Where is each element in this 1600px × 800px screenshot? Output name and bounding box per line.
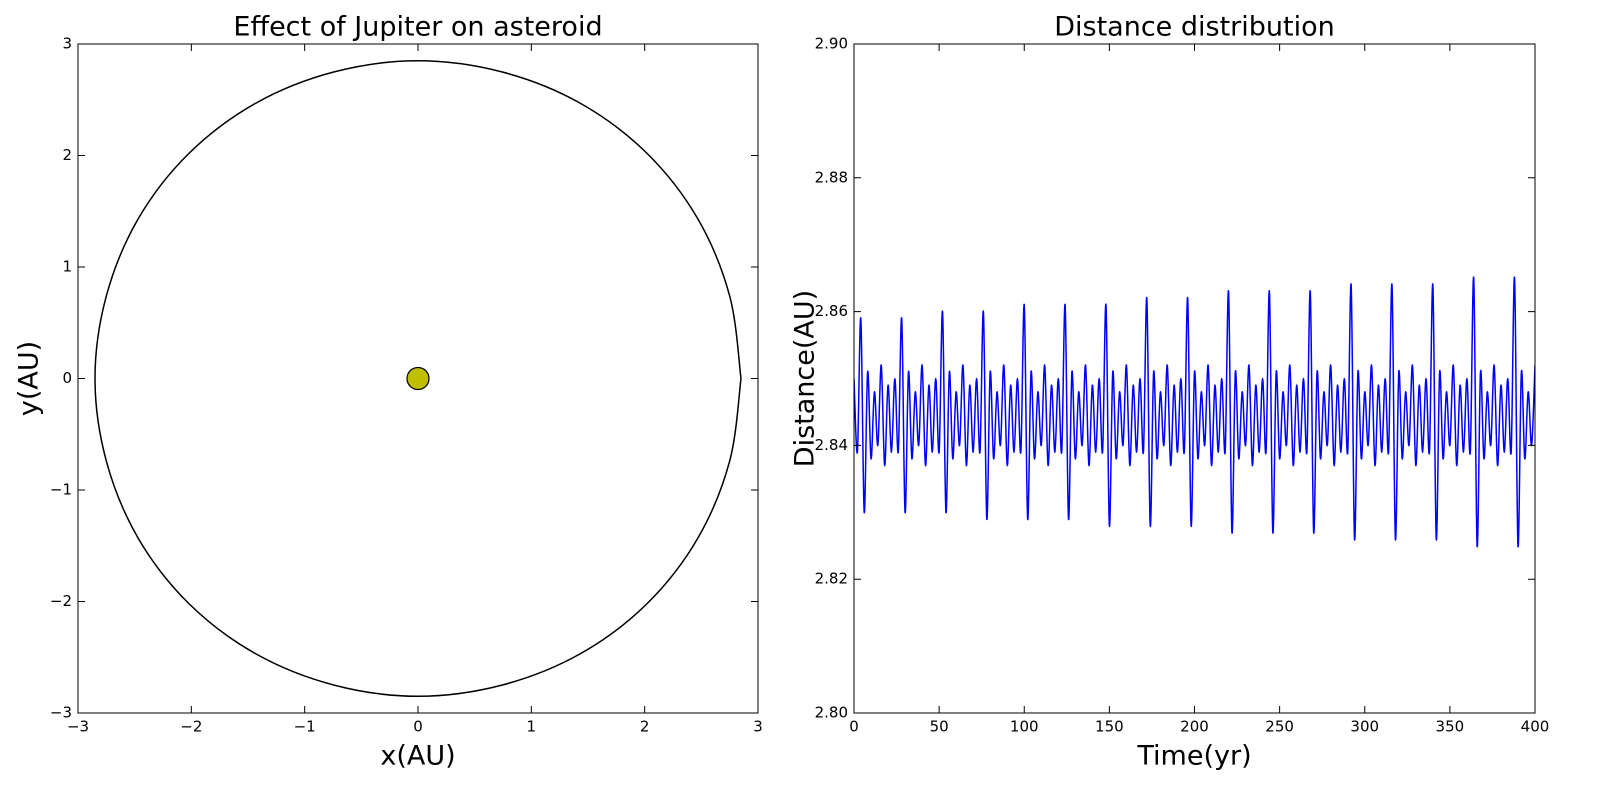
y-axis-label: y(AU) — [14, 341, 45, 416]
x-tick-label: 1 — [527, 718, 537, 736]
y-tick-label: −3 — [50, 704, 72, 722]
x-tick-label: 0 — [849, 718, 859, 736]
y-tick-label: 1 — [62, 258, 72, 276]
series-line — [854, 276, 1535, 548]
x-axis-label: x(AU) — [380, 741, 455, 772]
y-axis-label: Distance(AU) — [790, 290, 821, 467]
x-tick-label: 400 — [1521, 718, 1550, 736]
chart-title: Distance distribution — [1054, 12, 1335, 43]
x-tick-label: −3 — [67, 718, 89, 736]
x-tick-label: 50 — [930, 718, 949, 736]
x-tick-label: 150 — [1095, 718, 1124, 736]
x-tick-label: −1 — [294, 718, 316, 736]
x-tick-label: 200 — [1180, 718, 1209, 736]
x-tick-label: 250 — [1265, 718, 1294, 736]
y-tick-label: 2.80 — [815, 704, 848, 722]
y-tick-label: 2.82 — [815, 570, 848, 588]
series-line — [94, 59, 742, 698]
x-tick-label: 100 — [1010, 718, 1039, 736]
x-tick-label: 0 — [413, 718, 423, 736]
x-tick-label: −2 — [180, 718, 202, 736]
y-tick-label: −2 — [50, 592, 72, 610]
x-tick-label: 350 — [1436, 718, 1465, 736]
y-tick-label: 2.86 — [815, 302, 848, 320]
y-tick-label: 2.88 — [815, 168, 848, 186]
y-tick-label: 3 — [62, 35, 72, 53]
x-tick-label: 3 — [753, 718, 763, 736]
x-axis-label: Time(yr) — [1136, 741, 1251, 772]
y-tick-label: 0 — [62, 369, 72, 387]
chart-title: Effect of Jupiter on asteroid — [233, 12, 602, 43]
y-tick-label: 2 — [62, 146, 72, 164]
y-tick-label: 2.90 — [815, 35, 848, 53]
x-tick-label: 300 — [1350, 718, 1379, 736]
marker — [406, 366, 430, 391]
y-tick-label: −1 — [50, 481, 72, 499]
y-tick-label: 2.84 — [815, 436, 848, 454]
x-tick-label: 2 — [640, 718, 650, 736]
